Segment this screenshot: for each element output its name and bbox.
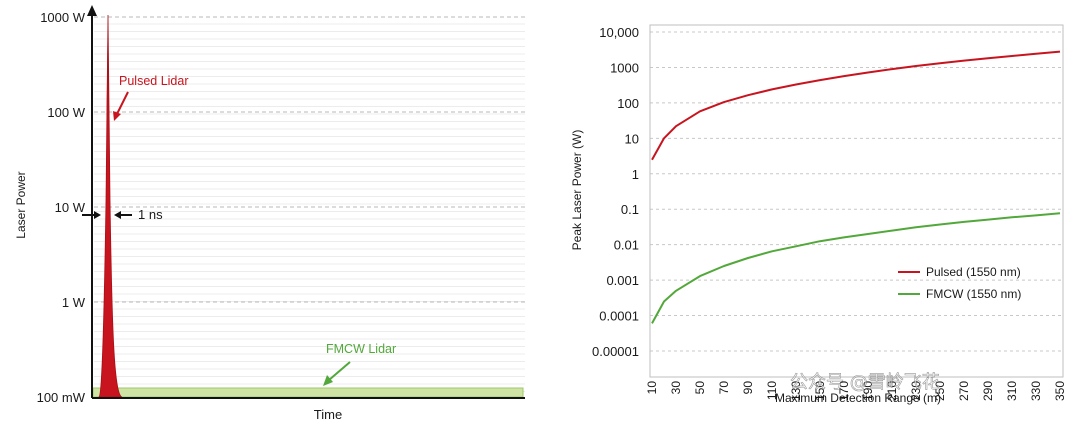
right-y-tick-label: 1000 xyxy=(610,60,639,75)
right-y-axis-title: Peak Laser Power (W) xyxy=(570,130,584,251)
legend-label-pulsed: Pulsed (1550 nm) xyxy=(926,265,1021,279)
pulse-width-right-arrowhead xyxy=(114,211,121,219)
right-gridlines xyxy=(650,31,1063,352)
right-y-tick-label: 10,000 xyxy=(599,25,639,40)
fmcw-lidar-arrow xyxy=(328,361,351,381)
watermark: 公众号 @雪岭飞花 xyxy=(790,372,940,393)
right-y-tick-label: 0.1 xyxy=(621,202,639,217)
pulsed-lidar-arrowhead xyxy=(113,111,121,121)
left-y-tick-label: 1000 W xyxy=(40,10,86,25)
right-x-tick-label: 310 xyxy=(1005,381,1019,401)
left-gridlines xyxy=(94,16,525,392)
pulsed-spike xyxy=(97,14,123,398)
pulse-width-label: 1 ns xyxy=(138,207,163,222)
legend-label-fmcw: FMCW (1550 nm) xyxy=(926,287,1021,301)
right-x-tick-label: 50 xyxy=(693,381,707,395)
fmcw-lidar-label: FMCW Lidar xyxy=(326,342,396,356)
left-y-tick-label: 1 W xyxy=(62,295,86,310)
pulse-width-left-arrowhead xyxy=(94,211,101,219)
right-x-tick-label: 190 xyxy=(861,381,875,401)
right-x-tick-label: 210 xyxy=(885,381,899,401)
right-x-tick-label: 270 xyxy=(957,381,971,401)
right-x-tick-label: 290 xyxy=(981,381,995,401)
right-x-tick-label: 30 xyxy=(669,381,683,395)
right-y-tick-label: 0.00001 xyxy=(592,344,639,359)
fmcw-series-line xyxy=(651,212,1061,324)
right-series xyxy=(651,50,1061,324)
right-x-axis-title: Maximum Detection Range (m) xyxy=(775,391,941,405)
fmcw-lidar-arrowhead xyxy=(323,375,333,386)
right-x-tick-label: 250 xyxy=(933,381,947,401)
right-x-tick-label: 330 xyxy=(1029,381,1043,401)
right-chart: 10,000 1000 100 10 1 0.1 0.01 0.001 0.0001 0.0000… xyxy=(570,24,1067,405)
left-y-tick-label: 10 W xyxy=(55,200,86,215)
right-x-tick-label: 170 xyxy=(837,381,851,401)
right-x-tick-label: 10 xyxy=(645,381,659,395)
pulsed-lidar-arrow xyxy=(115,91,129,117)
left-y-tick-label: 100 W xyxy=(47,105,85,120)
fmcw-band xyxy=(92,387,524,398)
left-y-axis-title: Laser Power xyxy=(14,171,28,238)
right-x-tick-label: 110 xyxy=(765,381,779,400)
pulsed-series-line xyxy=(651,50,1061,161)
right-x-tick-label: 130 xyxy=(789,381,803,401)
right-plot-frame xyxy=(649,24,1064,378)
right-x-tick-label: 350 xyxy=(1053,381,1067,401)
right-x-tick-label: 230 xyxy=(909,381,923,401)
right-x-tick-label: 70 xyxy=(717,381,731,395)
right-y-tick-label: 0.001 xyxy=(606,273,639,288)
right-y-tick-label: 100 xyxy=(617,96,639,111)
right-y-tick-label: 0.01 xyxy=(614,238,639,253)
right-y-tick-label: 0.0001 xyxy=(599,309,639,324)
left-x-axis-title: Time xyxy=(314,407,342,422)
right-y-ticks: 10,000 1000 100 10 1 0.1 0.01 0.001 0.0001 0.0000… xyxy=(592,25,639,359)
left-y-axis-arrow xyxy=(87,5,97,16)
right-x-tick-label: 90 xyxy=(741,381,755,395)
left-chart: 1000 W 100 W 10 W 1 W 100 mW Laser Power Tim… xyxy=(14,5,525,422)
left-y-ticks: 1000 W 100 W 10 W 1 W 100 mW xyxy=(37,10,86,405)
left-y-tick-label: 100 mW xyxy=(37,390,86,405)
pulsed-lidar-label: Pulsed Lidar xyxy=(119,74,189,88)
right-y-tick-label: 1 xyxy=(632,167,639,182)
right-y-tick-label: 10 xyxy=(625,131,639,146)
right-x-ticks: 10 30 50 70 90 110 130 150 170 190 210 230 250 270 290… xyxy=(645,381,1067,401)
right-legend: Pulsed (1550 nm) FMCW (1550 nm) xyxy=(898,265,1021,301)
right-x-tick-label: 150 xyxy=(813,381,827,401)
